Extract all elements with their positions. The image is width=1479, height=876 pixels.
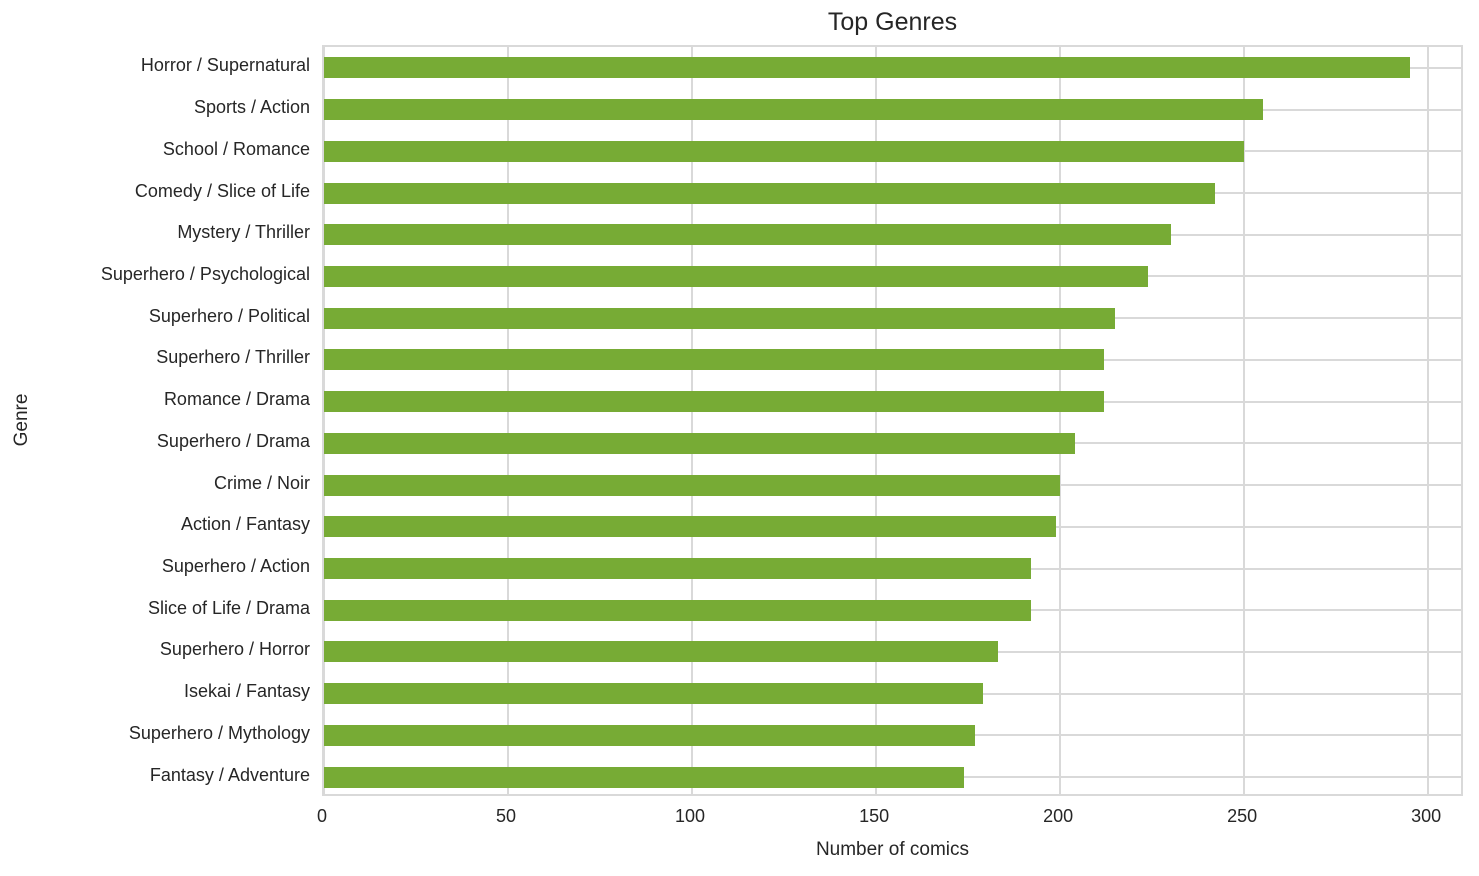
x-tick-label: 300	[1411, 806, 1442, 826]
x-tick-label: 250	[1227, 806, 1258, 826]
plot-area	[322, 45, 1463, 796]
y-tick-label: Superhero / Psychological	[100, 263, 310, 284]
bar	[324, 558, 1031, 580]
bar	[324, 57, 1410, 79]
y-tick-label: Fantasy / Adventure	[149, 764, 310, 785]
bar	[324, 599, 1031, 621]
y-tick-label: Superhero / Mythology	[128, 722, 310, 743]
bar	[324, 265, 1149, 287]
bar	[324, 724, 976, 746]
y-tick-label: Slice of Life / Drama	[147, 597, 310, 618]
bar	[324, 683, 983, 705]
y-tick-label: Isekai / Fantasy	[183, 681, 310, 702]
y-tick-label: School / Romance	[162, 138, 310, 159]
y-axis-tick-labels: Horror / Supernatural Sports / Action Scho…	[0, 45, 310, 796]
bar	[324, 182, 1215, 204]
chart-title: Top Genres	[827, 8, 958, 36]
bar	[324, 516, 1057, 538]
bar	[324, 432, 1075, 454]
y-tick-label: Comedy / Slice of Life	[134, 180, 310, 201]
bar	[324, 349, 1105, 371]
y-tick-label: Mystery / Thriller	[177, 222, 310, 243]
x-gridline	[323, 47, 325, 794]
y-tick-label: Superhero / Horror	[159, 639, 310, 660]
x-axis-label: Number of comics	[815, 839, 970, 860]
x-tick-label: 100	[675, 806, 706, 826]
x-gridline	[1243, 47, 1246, 794]
y-tick-label: Superhero / Action	[161, 555, 310, 576]
x-gridline	[1427, 47, 1430, 794]
x-gridline	[691, 47, 694, 794]
bar	[324, 224, 1171, 246]
y-tick-label: Crime / Noir	[213, 472, 310, 493]
x-tick-label: 150	[859, 806, 890, 826]
y-tick-label: Sports / Action	[193, 97, 310, 118]
x-tick-label: 0	[316, 806, 327, 826]
bar	[324, 391, 1105, 413]
x-tick-label: 200	[1043, 806, 1074, 826]
bar	[324, 307, 1116, 329]
y-tick-label: Action / Fantasy	[180, 514, 310, 535]
x-tick-label: 50	[496, 806, 517, 826]
bar	[324, 641, 998, 663]
y-tick-label: Horror / Supernatural	[140, 55, 310, 76]
y-tick-label: Superhero / Drama	[156, 430, 310, 451]
bar	[324, 474, 1061, 496]
y-tick-label: Romance / Drama	[163, 389, 310, 410]
bar	[324, 766, 965, 788]
bar	[324, 99, 1263, 121]
x-gridline	[507, 47, 510, 794]
x-gridline	[875, 47, 878, 794]
bar	[324, 140, 1245, 162]
x-gridline	[1059, 47, 1062, 794]
y-tick-label: Superhero / Political	[148, 305, 310, 326]
y-tick-label: Superhero / Thriller	[156, 347, 310, 368]
